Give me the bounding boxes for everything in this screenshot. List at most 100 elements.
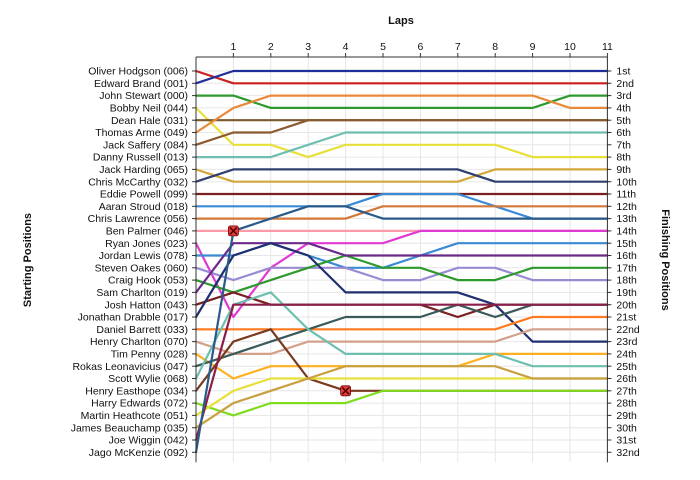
starting-position-label: Bobby Neil (044) [110,103,188,115]
finishing-position-labels: 1st2nd3rd4th5th6th7th8th9th10th11th12th1… [607,66,640,459]
finishing-position-label: 13th [616,213,637,225]
finishing-position-label: 23rd [616,336,637,348]
driver-position-line [194,328,609,392]
lap-tick-label: 9 [530,41,536,53]
finishing-position-label: 5th [616,115,631,127]
starting-position-labels: Oliver Hodgson (006)Edward Brand (001)Jo… [71,66,196,459]
driver-position-line [194,205,609,454]
finishing-position-label: 1st [616,66,630,78]
finishing-position-label: 14th [616,226,637,238]
finishing-position-label: 22nd [616,324,640,336]
lap-tick-label: 6 [417,41,423,53]
starting-position-label: Martin Heathcote (051) [81,410,188,422]
lap-tick-label: 8 [492,41,498,53]
finishing-position-label: 15th [616,238,637,250]
starting-position-label: Ryan Jones (023) [105,238,188,250]
driver-position-line [194,315,609,331]
finishing-position-label: 4th [616,103,631,115]
starting-position-label: Jack Harding (065) [99,164,188,176]
driver-position-line [194,94,609,109]
finishing-position-label: 25th [616,361,637,373]
lap-tick-label: 7 [455,41,461,53]
driver-position-line [194,94,609,134]
starting-position-label: Daniel Barrett (033) [96,324,188,336]
finishing-position-label: 27th [616,385,637,397]
lap-tick-label: 10 [564,41,576,53]
retirement-marker [340,385,352,397]
driver-position-line [194,328,609,355]
starting-position-label: Aaran Stroud (018) [99,201,188,213]
starting-position-label: John Stewart (000) [99,90,188,102]
finishing-position-label: 11th [616,189,636,201]
finishing-position-label: 2nd [616,78,634,90]
driver-position-line [194,69,609,85]
starting-position-label: Oliver Hodgson (006) [88,66,188,78]
starting-position-label: Scott Wylie (068) [108,373,188,385]
starting-position-label: Henry Charlton (070) [90,336,188,348]
driver-position-line [194,291,609,380]
starting-position-label: Jonathan Drabble (017) [78,312,188,324]
starting-position-label: Ben Palmer (046) [106,226,188,238]
finishing-position-label: 7th [616,139,631,151]
x-axis-title: Laps [388,15,414,27]
finishing-position-label: 12th [616,201,637,213]
retirement-markers [227,225,352,397]
lap-tick-label: 2 [268,41,274,53]
driver-position-line [194,389,609,417]
starting-position-label: Danny Russell (013) [93,152,188,164]
driver-position-line [194,254,609,294]
driver-position-line [194,119,609,146]
finishing-position-label: 20th [616,299,637,311]
series-lines [194,69,609,454]
finishing-position-label: 29th [616,410,637,422]
finishing-position-label: 3rd [616,90,631,102]
starting-position-label: Sam Charlton (019) [96,287,188,299]
driver-position-line [194,69,609,85]
driver-position-line [194,377,609,417]
lap-tick-labels: 1 2 3 4 5 6 7 8 9 10 11 [230,41,613,57]
driver-position-line [194,242,609,343]
starting-position-label: Steven Oakes (060) [95,262,188,274]
starting-position-label: Chris Lawrence (056) [88,213,188,225]
starting-position-label: Jago McKenzie (092) [89,447,188,459]
finishing-position-label: 21st [616,312,636,324]
finishing-position-label: 31st [616,435,636,447]
starting-position-label: Jordan Lewis (078) [99,250,188,262]
finishing-position-label: 18th [616,275,637,287]
retirement-marker [227,225,239,237]
driver-position-line [194,168,609,183]
finishing-position-label: 9th [616,164,631,176]
finishing-position-label: 26th [616,373,637,385]
axes [195,56,608,463]
starting-position-label: Eddie Powell (099) [100,189,188,201]
lap-tick-label: 4 [343,41,349,53]
starting-position-label: Rokas Leonavicius (047) [72,361,188,373]
starting-position-label: Henry Easthope (034) [85,385,188,397]
driver-position-line [194,106,609,159]
lap-tick-label: 3 [305,41,311,53]
finishing-position-label: 10th [616,176,637,188]
starting-position-label: Thomas Arme (049) [95,127,188,139]
starting-position-label: Joe Wiggin (042) [109,435,188,447]
starting-position-label: Jack Saffery (084) [103,139,188,151]
grid [196,57,608,463]
finishing-position-label: 6th [616,127,631,139]
driver-position-line [194,365,609,429]
driver-position-line [194,168,609,183]
left-axis-title: Starting Positions [22,213,34,307]
starting-position-label: Edward Brand (001) [94,78,188,90]
right-axis-title: Finishing Positions [659,209,671,310]
starting-position-label: Craig Hook (053) [108,275,188,287]
finishing-position-label: 17th [616,262,637,274]
driver-position-line [194,266,609,282]
finishing-position-label: 28th [616,398,637,410]
starting-position-label: James Beauchamp (035) [71,422,188,434]
lap-tick-label: 5 [380,41,386,53]
driver-position-line [194,303,609,368]
driver-position-line [194,205,609,220]
driver-position-line [194,242,609,294]
starting-position-label: Josh Hatton (043) [105,299,188,311]
starting-position-label: Harry Edwards (072) [91,398,188,410]
finishing-position-label: 8th [616,152,631,164]
